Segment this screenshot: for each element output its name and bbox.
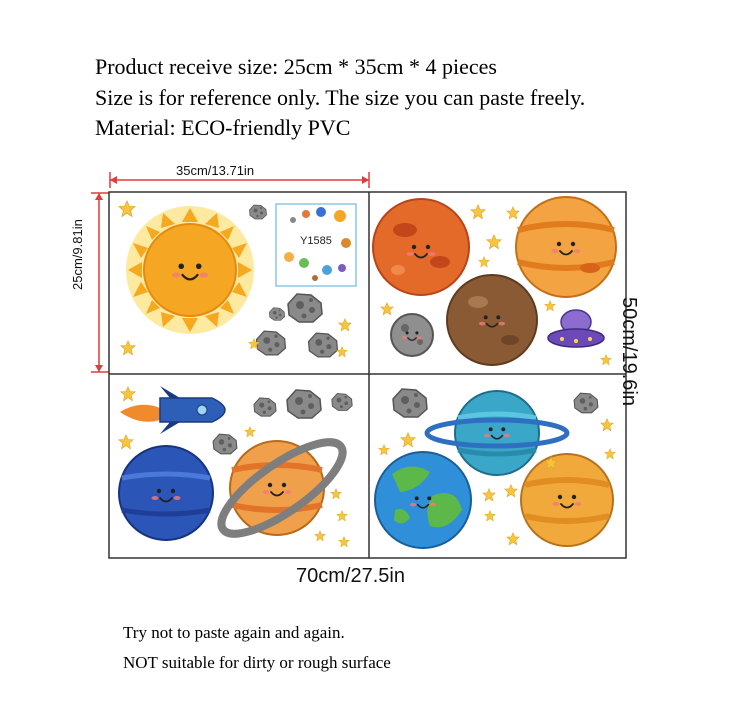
neptune-icon xyxy=(118,445,214,541)
ufo-icon xyxy=(547,309,605,348)
earth-icon xyxy=(374,451,472,549)
venus-icon xyxy=(520,453,614,547)
material-text: Material: ECO-friendly PVC xyxy=(95,115,351,140)
paste-warning-text: Try not to paste again and again. xyxy=(123,623,345,642)
sun-icon xyxy=(126,206,254,334)
dimension-width-label: 35cm/13.71in xyxy=(176,163,255,178)
dimension-total-width-label: 70cm/27.5in xyxy=(296,565,405,587)
mars-icon xyxy=(372,198,470,296)
moon-icon xyxy=(390,313,434,357)
product-code-card xyxy=(275,203,357,287)
uranus-icon xyxy=(424,390,570,476)
dimension-height-label: 25cm/9.81in xyxy=(70,219,85,290)
surface-warning-text: NOT suitable for dirty or rough surface xyxy=(123,653,391,672)
dimension-total-height-label: 50cm/19.6in xyxy=(618,297,640,406)
jupiter-icon xyxy=(515,196,617,298)
mercury-icon xyxy=(446,274,538,366)
dimension-lines xyxy=(91,172,370,373)
sheet-frame xyxy=(108,191,627,559)
size-reference-text: Size is for reference only. The size you… xyxy=(95,85,586,110)
saturn-icon xyxy=(217,438,347,538)
receive-size-text: Product receive size: 25cm * 35cm * 4 pi… xyxy=(95,54,497,79)
rocket-icon xyxy=(120,386,226,434)
product-code-label: Y1585 xyxy=(300,235,332,247)
